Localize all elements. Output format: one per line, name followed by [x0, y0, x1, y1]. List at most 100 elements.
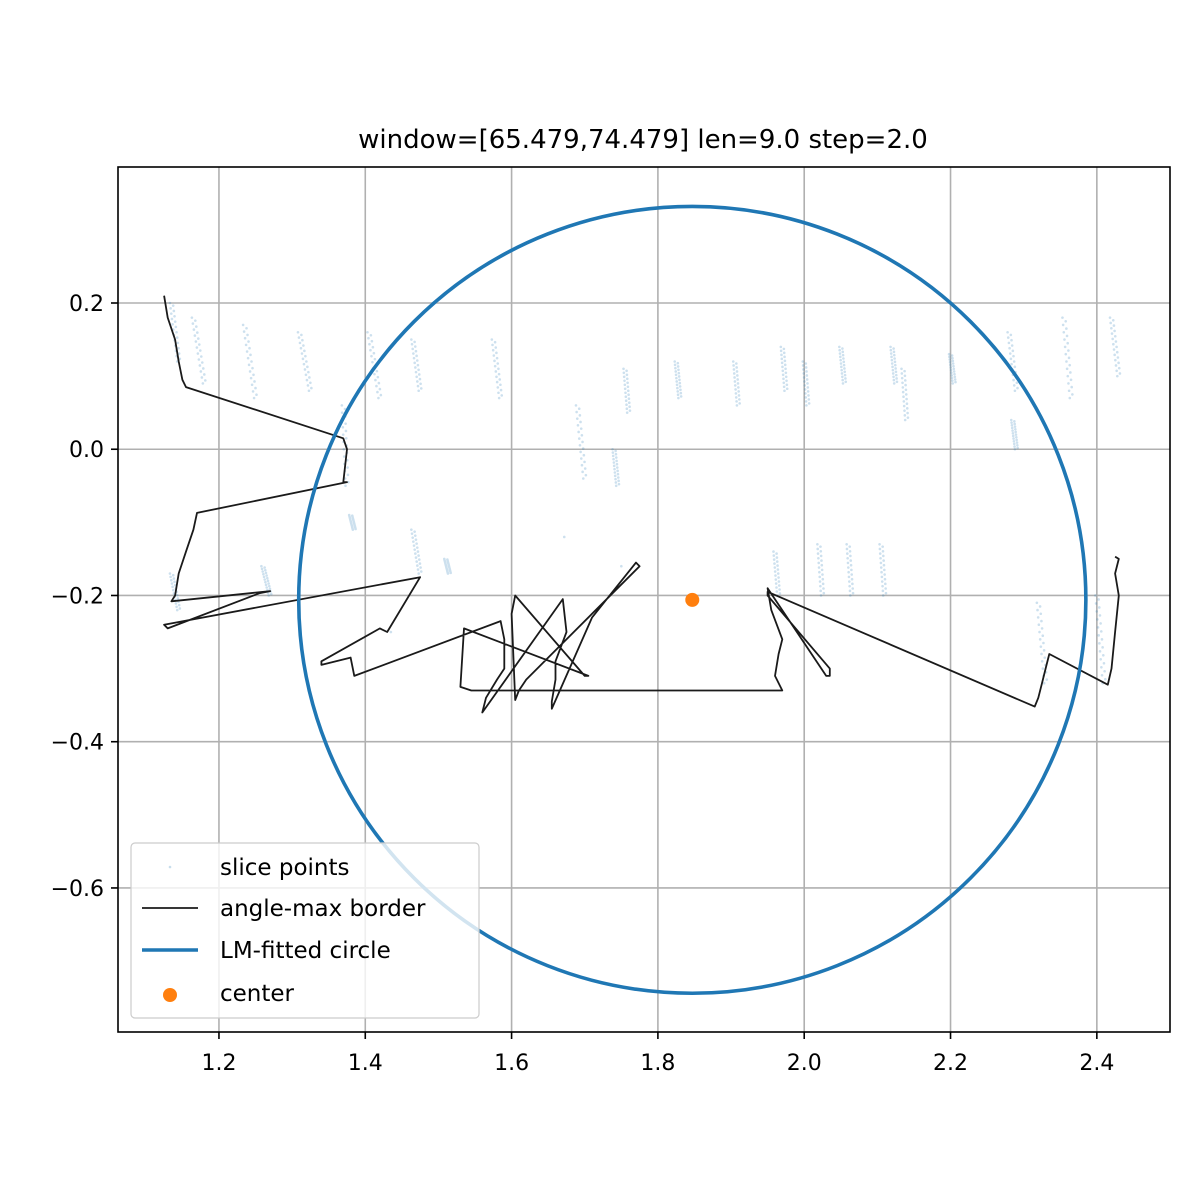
slice-point: [778, 592, 782, 595]
slice-point: [1008, 346, 1011, 350]
legend-label-slice-points: slice points: [220, 855, 350, 881]
slice-point: [736, 378, 739, 381]
slice-point: [1116, 374, 1119, 378]
slice-point: [415, 546, 419, 549]
slice-point: [804, 366, 808, 369]
slice-point: [1069, 378, 1073, 382]
slice-point: [626, 381, 629, 385]
slice-point: [1065, 360, 1068, 363]
slice-point: [882, 563, 886, 567]
slice-point: [774, 582, 778, 585]
slice-point: [496, 386, 500, 389]
slice-point: [1063, 338, 1066, 341]
slice-point: [819, 594, 823, 597]
slice-point: [1062, 330, 1066, 334]
slice-point: [1009, 418, 1013, 422]
slice-point: [260, 567, 264, 571]
slice-point: [498, 378, 502, 381]
slice-point: [673, 363, 677, 367]
slice-point: [821, 582, 825, 586]
slice-point: [174, 325, 178, 329]
slice-point: [351, 517, 355, 520]
slice-point: [370, 354, 373, 358]
slice-point: [198, 364, 202, 367]
slice-point: [1010, 424, 1014, 427]
slice-point: [177, 346, 180, 350]
slice-point: [846, 561, 850, 565]
slice-point: [171, 585, 174, 589]
slice-point: [819, 584, 822, 588]
slice-point: [196, 352, 200, 355]
slice-point: [1094, 594, 1097, 597]
slice-point: [173, 320, 177, 323]
slice-point: [344, 429, 348, 433]
slice-point: [173, 580, 176, 584]
slice-point: [199, 370, 203, 373]
slice-point: [1013, 365, 1017, 369]
slice-point: [839, 362, 843, 365]
slice-point: [901, 390, 905, 394]
slice-point: [734, 388, 737, 391]
slice-point: [781, 365, 784, 369]
slice-point: [880, 570, 883, 574]
slice-point: [735, 362, 738, 365]
x-tick-label: 1.6: [494, 1051, 529, 1076]
slice-point: [194, 319, 197, 322]
slice-point: [895, 380, 899, 384]
axis-ticks: 1.2 1.4 1.6 1.8 2.0 2.2 2.4 0.2 0.0 −0.2 −0.4 −0.6: [51, 292, 1115, 1076]
slice-point: [1069, 371, 1072, 374]
slice-point: [679, 395, 683, 398]
slice-point: [676, 386, 679, 390]
slice-point: [246, 333, 249, 337]
slice-point: [269, 592, 273, 596]
slice-point: [247, 340, 250, 343]
slice-point: [419, 570, 423, 573]
slice-point: [735, 404, 739, 407]
slice-point: [616, 476, 620, 479]
slice-point: [615, 462, 619, 466]
slice-point: [493, 359, 496, 363]
slice-point: [176, 597, 180, 600]
slice-point: [612, 464, 616, 468]
slice-point: [299, 346, 303, 350]
slice-point: [579, 427, 583, 430]
slice-point: [849, 559, 853, 562]
slice-point: [1013, 445, 1016, 448]
slice-point: [777, 584, 781, 587]
slice-point: [353, 525, 357, 528]
slice-point: [371, 345, 375, 349]
slice-point: [676, 393, 680, 397]
slice-point: [340, 411, 344, 414]
slice-point: [251, 390, 255, 393]
slice-point: [783, 389, 786, 393]
slice-point: [905, 402, 909, 406]
grid: [118, 167, 1170, 1032]
slice-point: [412, 544, 416, 547]
slice-point: [201, 367, 205, 370]
slice-point: [679, 388, 682, 392]
slice-point: [367, 336, 370, 340]
slice-point: [1012, 437, 1015, 440]
slice-point: [1043, 656, 1047, 659]
slice-point: [775, 552, 778, 555]
slice-point: [949, 368, 953, 372]
slice-point: [416, 380, 419, 383]
slice-point: [818, 575, 822, 579]
slice-point: [575, 417, 579, 420]
slice-point: [297, 336, 301, 339]
slice-point: [494, 346, 498, 349]
slice-point: [894, 367, 897, 370]
slice-point: [625, 369, 628, 373]
slice-point: [583, 460, 586, 464]
slice-point: [735, 370, 739, 373]
slice-point: [443, 558, 446, 562]
slice-point: [196, 331, 199, 334]
slice-point: [841, 382, 845, 385]
slice-point: [948, 358, 952, 361]
slice-point: [417, 554, 420, 557]
slice-point: [581, 477, 585, 480]
slice-point: [1038, 630, 1041, 634]
slice-point: [348, 515, 351, 518]
slice-point: [1009, 333, 1013, 337]
slice-point: [847, 575, 851, 579]
